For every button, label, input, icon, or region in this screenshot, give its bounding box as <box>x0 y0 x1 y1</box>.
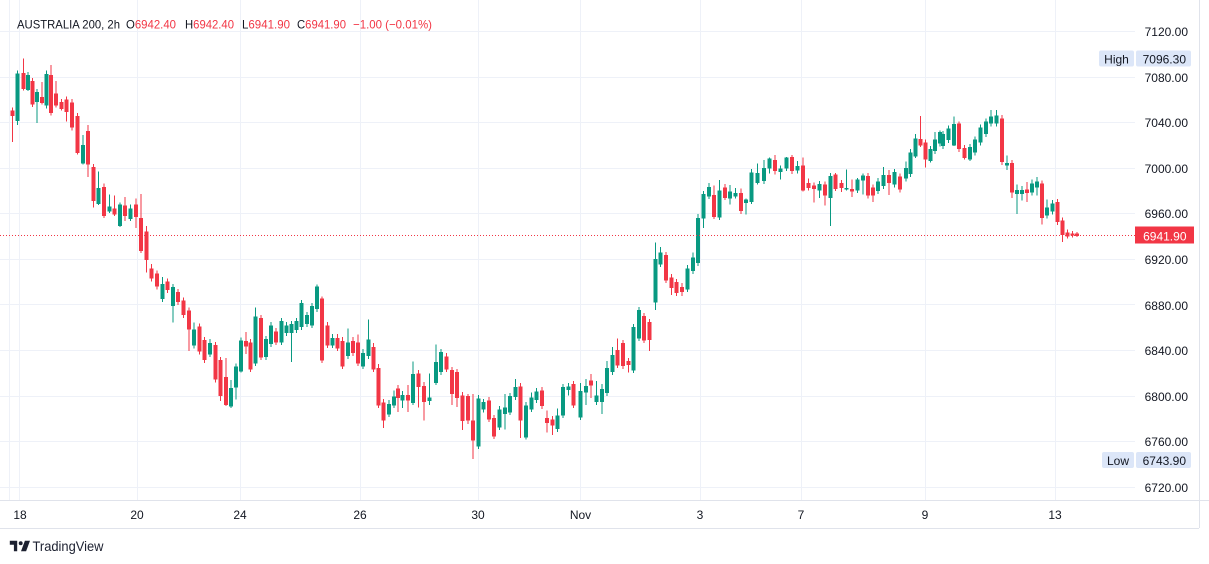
svg-text:7: 7 <box>798 508 805 522</box>
svg-text:7080.00: 7080.00 <box>1145 71 1189 85</box>
svg-text:7000.00: 7000.00 <box>1145 162 1189 176</box>
svg-text:6941.90: 6941.90 <box>1143 229 1187 243</box>
svg-text:Nov: Nov <box>570 508 591 522</box>
svg-text:6800.00: 6800.00 <box>1145 390 1189 404</box>
svg-text:AUSTRALIA 200, 2h: AUSTRALIA 200, 2h <box>17 17 120 31</box>
svg-text:7040.00: 7040.00 <box>1145 116 1189 130</box>
svg-text:3: 3 <box>697 508 704 522</box>
svg-text:6743.90: 6743.90 <box>1143 454 1187 468</box>
svg-text:6760.00: 6760.00 <box>1145 435 1189 449</box>
svg-text:6960.00: 6960.00 <box>1145 207 1189 221</box>
svg-text:7120.00: 7120.00 <box>1145 25 1189 39</box>
svg-text:L6941.90: L6941.90 <box>242 17 290 31</box>
svg-text:6920.00: 6920.00 <box>1145 253 1189 267</box>
svg-text:H6942.40: H6942.40 <box>185 17 234 31</box>
svg-text:7096.30: 7096.30 <box>1143 52 1187 66</box>
svg-text:Low: Low <box>1107 454 1129 468</box>
svg-text:6840.00: 6840.00 <box>1145 344 1189 358</box>
svg-text:24: 24 <box>233 508 247 522</box>
svg-text:18: 18 <box>13 508 27 522</box>
svg-text:O6942.40: O6942.40 <box>126 17 176 31</box>
svg-text:6880.00: 6880.00 <box>1145 299 1189 313</box>
svg-text:C6941.90: C6941.90 <box>297 17 346 31</box>
svg-text:TradingView: TradingView <box>33 538 105 554</box>
svg-text:26: 26 <box>353 508 367 522</box>
svg-text:High: High <box>1104 52 1129 66</box>
svg-text:30: 30 <box>471 508 485 522</box>
svg-text:20: 20 <box>130 508 144 522</box>
svg-text:9: 9 <box>922 508 929 522</box>
svg-text:13: 13 <box>1048 508 1062 522</box>
svg-text:−1.00 (−0.01%): −1.00 (−0.01%) <box>353 17 432 31</box>
svg-text:6720.00: 6720.00 <box>1145 481 1189 495</box>
